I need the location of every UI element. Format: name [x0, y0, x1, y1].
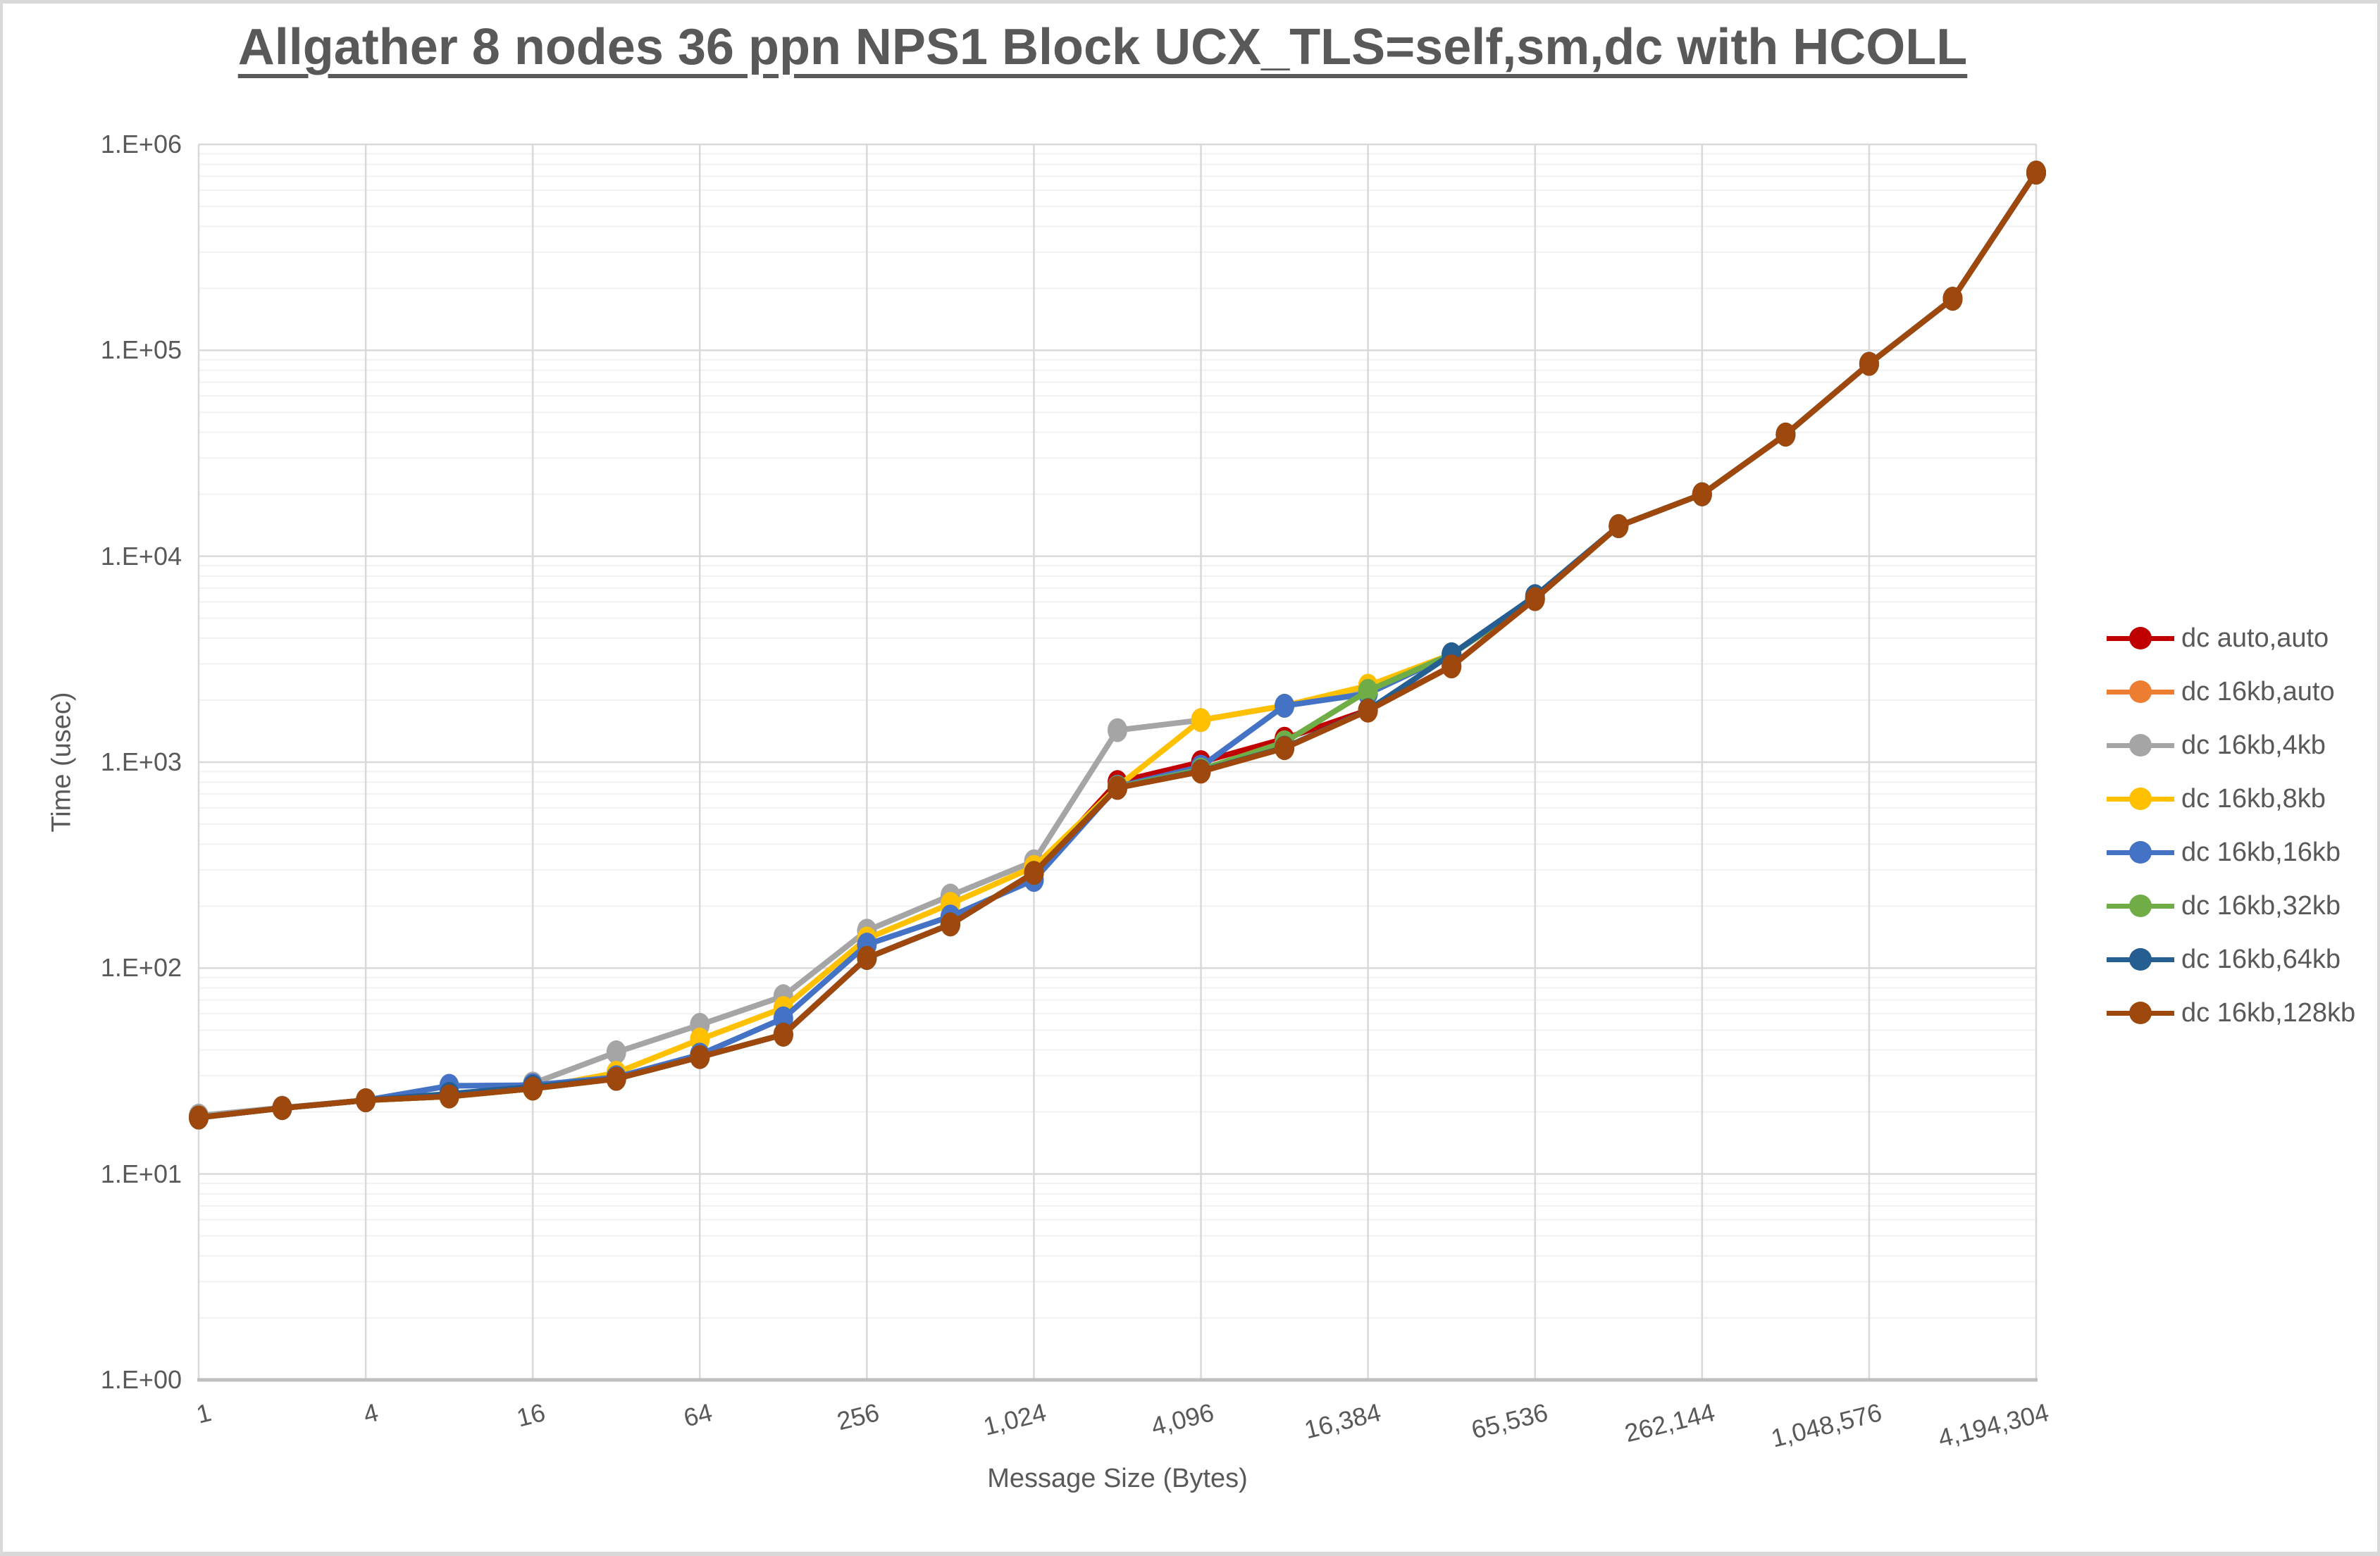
legend-item-dc-16kb-auto[interactable]: dc 16kb,auto — [2107, 676, 2355, 707]
frame-edge-top — [0, 0, 2380, 4]
data-point-marker-dc-16kb-128kb[interactable] — [272, 1096, 292, 1121]
legend-item-dc-16kb-8kb[interactable]: dc 16kb,8kb — [2107, 783, 2355, 814]
legend-item-dc-16kb-128kb[interactable]: dc 16kb,128kb — [2107, 997, 2356, 1028]
data-point-marker-dc-16kb-32kb[interactable] — [1358, 678, 1378, 703]
frame-edge-left — [0, 0, 3, 1556]
data-point-marker-dc-16kb-128kb[interactable] — [1191, 759, 1211, 784]
legend-marker-icon — [2107, 892, 2174, 920]
data-point-marker-dc-16kb-128kb[interactable] — [1024, 861, 1044, 885]
y-tick-label: 1.E+06 — [100, 130, 182, 158]
data-point-marker-dc-16kb-128kb[interactable] — [439, 1084, 459, 1109]
legend-marker-icon — [2107, 678, 2174, 706]
data-point-marker-dc-16kb-128kb[interactable] — [1358, 698, 1378, 723]
data-point-marker-dc-16kb-128kb[interactable] — [1442, 654, 1462, 678]
data-point-marker-dc-16kb-128kb[interactable] — [1775, 422, 1796, 447]
y-axis-title: Time (usec) — [47, 692, 77, 833]
data-point-marker-dc-16kb-128kb[interactable] — [1525, 587, 1545, 611]
y-tick-label: 1.E+01 — [100, 1159, 182, 1188]
frame-edge-bottom — [0, 1552, 2380, 1556]
legend-item-dc-16kb-64kb[interactable]: dc 16kb,64kb — [2107, 944, 2355, 974]
data-point-marker-dc-16kb-128kb[interactable] — [940, 912, 960, 937]
series-line-dc-16kb-128kb[interactable] — [198, 170, 2039, 1121]
legend-label: dc 16kb,128kb — [2181, 997, 2356, 1028]
legend-item-dc-16kb-16kb[interactable]: dc 16kb,16kb — [2107, 837, 2355, 867]
series-line-dc-16kb-8kb[interactable] — [198, 170, 2039, 1121]
data-point-marker-dc-16kb-128kb[interactable] — [1859, 351, 1879, 376]
legend-label: dc 16kb,64kb — [2181, 944, 2341, 974]
data-point-marker-dc-16kb-4kb[interactable] — [1108, 718, 1127, 742]
legend-marker-icon — [2107, 624, 2174, 652]
series-line-dc-auto-auto[interactable] — [198, 170, 2039, 1121]
legend-label: dc 16kb,16kb — [2181, 837, 2341, 867]
data-point-marker-dc-16kb-128kb[interactable] — [523, 1076, 543, 1101]
legend-item-dc-auto-auto[interactable]: dc auto,auto — [2107, 623, 2355, 653]
chart-title: Allgather 8 nodes 36 ppn NPS1 Block UCX_… — [237, 19, 1968, 75]
frame-edge-right — [2377, 0, 2380, 1556]
series-line-dc-16kb-32kb[interactable] — [198, 170, 2039, 1121]
y-tick-label: 1.E+03 — [100, 747, 182, 776]
data-point-marker-dc-16kb-128kb[interactable] — [773, 1022, 793, 1047]
legend-item-dc-16kb-4kb[interactable]: dc 16kb,4kb — [2107, 730, 2355, 760]
data-point-marker-dc-16kb-4kb[interactable] — [606, 1040, 626, 1064]
data-point-marker-dc-16kb-128kb[interactable] — [690, 1045, 710, 1069]
y-tick-label: 1.E+05 — [100, 335, 182, 365]
data-point-marker-dc-16kb-128kb[interactable] — [1609, 514, 1629, 538]
data-point-marker-dc-16kb-128kb[interactable] — [189, 1105, 209, 1130]
series-line-dc-16kb-auto[interactable] — [198, 170, 2039, 1121]
y-tick-label: 1.E+02 — [100, 953, 182, 983]
legend-label: dc 16kb,auto — [2181, 676, 2335, 707]
legend-marker-icon — [2107, 945, 2174, 973]
y-tick-label: 1.E+04 — [100, 541, 182, 571]
legend-marker-icon — [2107, 785, 2174, 813]
data-point-marker-dc-16kb-128kb[interactable] — [356, 1088, 376, 1112]
legend-marker-icon — [2107, 731, 2174, 759]
legend-label: dc 16kb,32kb — [2181, 890, 2341, 921]
data-point-marker-dc-16kb-128kb[interactable] — [1108, 776, 1127, 800]
data-point-marker-dc-16kb-8kb[interactable] — [1191, 708, 1211, 733]
data-point-marker-dc-16kb-128kb[interactable] — [2026, 161, 2046, 185]
legend-label: dc auto,auto — [2181, 623, 2329, 653]
legend-label: dc 16kb,4kb — [2181, 730, 2326, 760]
data-point-marker-dc-16kb-128kb[interactable] — [1275, 736, 1295, 761]
series-line-dc-16kb-16kb[interactable] — [198, 170, 2039, 1121]
x-axis-title: Message Size (Bytes) — [987, 1464, 1248, 1493]
series-line-dc-16kb-4kb[interactable] — [198, 170, 2039, 1119]
legend-marker-icon — [2107, 838, 2174, 866]
legend-marker-icon — [2107, 999, 2174, 1027]
series-line-dc-16kb-64kb[interactable] — [198, 170, 2039, 1121]
data-point-marker-dc-16kb-16kb[interactable] — [1275, 693, 1295, 718]
chart-legend: dc auto,auto dc 16kb,auto dc 16kb,4kb dc 16… — [2107, 623, 2356, 1052]
data-point-marker-dc-16kb-128kb[interactable] — [1942, 287, 1963, 311]
y-tick-label: 1.E+00 — [100, 1365, 182, 1394]
data-point-marker-dc-16kb-128kb[interactable] — [857, 945, 877, 970]
data-point-marker-dc-16kb-128kb[interactable] — [1692, 482, 1712, 506]
legend-label: dc 16kb,8kb — [2181, 783, 2326, 814]
legend-item-dc-16kb-32kb[interactable]: dc 16kb,32kb — [2107, 890, 2355, 921]
data-point-marker-dc-16kb-128kb[interactable] — [606, 1066, 626, 1091]
